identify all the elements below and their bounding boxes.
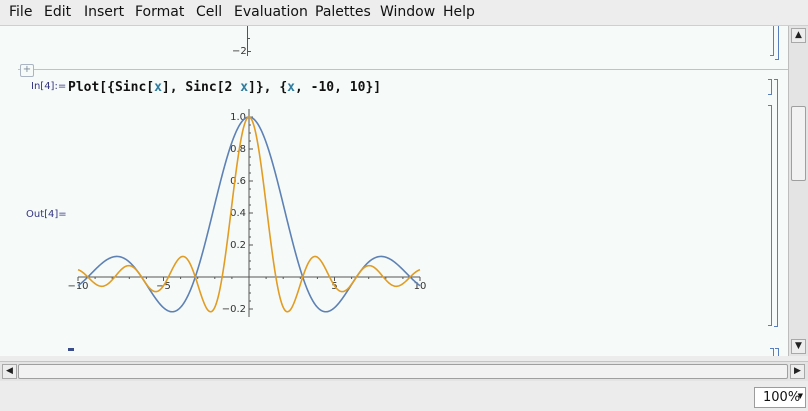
series-line-2 [77,116,421,313]
code-variable: x [154,80,162,95]
scroll-up-arrow-icon[interactable]: ▲ [791,28,806,43]
input-label: In[4]:= [31,81,67,92]
y-tick-label: 0.6 [230,176,246,187]
output-label: Out[4]= [26,209,67,220]
previous-plot-tick [247,51,251,52]
zoom-dropdown-icon: ▼ [797,392,803,400]
output-cell-bracket[interactable] [768,105,772,326]
x-tick-label: −10 [67,281,88,292]
code-token: ]}, { [248,80,288,95]
sinc-plot[interactable]: −10 −5 5 10−0.20.20.40.60.81.0 [62,104,442,334]
vertical-scrollbar[interactable]: ▲ ▼ [788,26,808,356]
previous-plot-tick-label: −2 [232,46,247,57]
y-tick-label: −0.2 [222,304,246,315]
scroll-left-arrow-icon[interactable]: ◀ [2,364,17,379]
notebook-area[interactable]: −2 + In[4]:= Plot[{Sinc[x], Sinc[2 x]}, … [0,26,788,356]
menu-window[interactable]: Window [380,4,436,20]
zoom-value: 100% [763,390,801,405]
menu-bar: File Edit Insert Format Cell Evaluation … [0,0,808,26]
input-code[interactable]: Plot[{Sinc[x], Sinc[2 x]}, {x, -10, 10}] [68,80,381,95]
code-token: Plot[{Sinc[ [68,80,155,95]
x-tick-label: 10 [414,281,427,292]
next-cell-bracket[interactable] [770,348,774,356]
menu-cell[interactable]: Cell [196,4,223,20]
menu-edit[interactable]: Edit [44,4,72,20]
y-tick-label: 0.2 [230,240,246,251]
zoom-selector[interactable]: 100% ▼ [754,387,806,408]
horizontal-scrollbar[interactable]: ◀ ▶ [0,361,808,381]
code-token: , -10, 10}] [295,80,382,95]
menu-palettes[interactable]: Palettes [315,4,371,20]
cell-insert-plus-icon[interactable]: + [20,64,34,77]
cell-insertion-line[interactable] [18,69,788,70]
previous-group-bracket[interactable] [775,26,779,60]
scroll-right-arrow-icon[interactable]: ▶ [790,364,805,379]
menu-format[interactable]: Format [135,4,185,20]
previous-plot-axis [247,26,248,56]
y-tick-label: 0.8 [230,144,246,155]
menu-help[interactable]: Help [443,4,475,20]
horizontal-scroll-thumb[interactable] [18,364,788,379]
vertical-scroll-thumb[interactable] [791,106,806,181]
menu-insert[interactable]: Insert [84,4,125,20]
scroll-down-arrow-icon[interactable]: ▼ [791,339,806,354]
menu-evaluation[interactable]: Evaluation [234,4,308,20]
menu-file[interactable]: File [9,4,33,20]
previous-plot-tick [247,38,250,39]
code-token: ], Sinc[2 [161,80,241,95]
code-variable: x [240,80,249,95]
status-bar [0,381,808,411]
y-tick-label: 0.4 [230,208,246,219]
y-tick-label: 1.0 [230,112,246,123]
code-variable: x [287,80,295,95]
previous-cell-bracket[interactable] [770,26,774,56]
group-cell-bracket[interactable] [774,79,778,327]
next-group-bracket[interactable] [775,348,779,356]
input-cell-bracket[interactable] [768,79,772,95]
next-input-marker [68,348,74,351]
